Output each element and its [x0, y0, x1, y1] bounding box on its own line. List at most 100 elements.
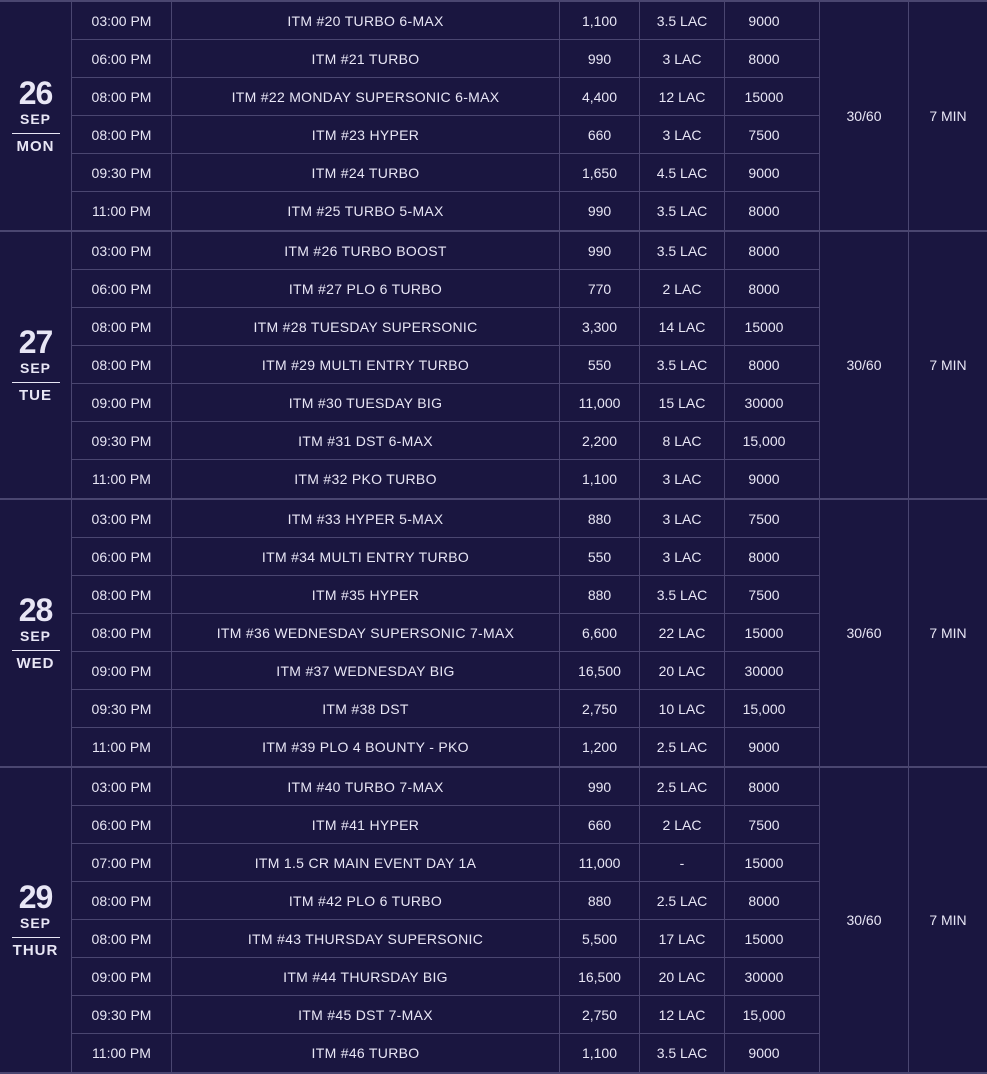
event-stack: 15000 [725, 78, 803, 115]
events-column: 03:00 PMITM #26 TURBO BOOST9903.5 LAC800… [72, 232, 819, 498]
event-stack: 8000 [725, 192, 803, 230]
event-time: 08:00 PM [72, 308, 172, 345]
event-name: ITM #29 MULTI ENTRY TURBO [172, 346, 560, 383]
event-name: ITM #44 THURSDAY BIG [172, 958, 560, 995]
day-block: 26SEPMON03:00 PMITM #20 TURBO 6-MAX1,100… [0, 0, 987, 232]
event-stack: 8000 [725, 232, 803, 269]
event-stack: 8000 [725, 346, 803, 383]
event-name: ITM #20 TURBO 6-MAX [172, 2, 560, 39]
event-row: 08:00 PMITM #42 PLO 6 TURBO8802.5 LAC800… [72, 882, 819, 920]
event-stack: 15000 [725, 920, 803, 957]
event-gtd: 12 LAC [640, 996, 725, 1033]
event-name: ITM #35 HYPER [172, 576, 560, 613]
event-row: 08:00 PMITM #23 HYPER6603 LAC7500 [72, 116, 819, 154]
event-name: ITM #33 HYPER 5-MAX [172, 500, 560, 537]
event-time: 06:00 PM [72, 538, 172, 575]
event-stack: 9000 [725, 728, 803, 766]
event-gtd: - [640, 844, 725, 881]
event-buyin: 880 [560, 882, 640, 919]
date-divider [12, 650, 60, 651]
event-row: 08:00 PMITM #36 WEDNESDAY SUPERSONIC 7-M… [72, 614, 819, 652]
event-time: 09:30 PM [72, 422, 172, 459]
event-stack: 8000 [725, 40, 803, 77]
event-time: 03:00 PM [72, 232, 172, 269]
event-buyin: 3,300 [560, 308, 640, 345]
date-month: SEP [20, 360, 51, 376]
event-stack: 30000 [725, 958, 803, 995]
date-number: 29 [19, 881, 53, 913]
event-row: 06:00 PMITM #34 MULTI ENTRY TURBO5503 LA… [72, 538, 819, 576]
event-stack: 15000 [725, 844, 803, 881]
interval-column: 7 MIN [909, 500, 987, 766]
event-row: 09:00 PMITM #44 THURSDAY BIG16,50020 LAC… [72, 958, 819, 996]
event-gtd: 2.5 LAC [640, 882, 725, 919]
event-time: 08:00 PM [72, 78, 172, 115]
event-gtd: 3.5 LAC [640, 576, 725, 613]
event-name: ITM #24 TURBO [172, 154, 560, 191]
event-name: ITM #39 PLO 4 BOUNTY - PKO [172, 728, 560, 766]
event-time: 08:00 PM [72, 920, 172, 957]
event-name: ITM #30 TUESDAY BIG [172, 384, 560, 421]
day-block: 28SEPWED03:00 PMITM #33 HYPER 5-MAX8803 … [0, 500, 987, 768]
event-name: ITM #45 DST 7-MAX [172, 996, 560, 1033]
event-stack: 7500 [725, 116, 803, 153]
event-buyin: 1,650 [560, 154, 640, 191]
event-stack: 15,000 [725, 422, 803, 459]
event-time: 11:00 PM [72, 728, 172, 766]
event-time: 09:30 PM [72, 154, 172, 191]
event-stack: 15000 [725, 614, 803, 651]
event-buyin: 990 [560, 40, 640, 77]
event-name: ITM 1.5 CR MAIN EVENT DAY 1A [172, 844, 560, 881]
day-block: 29SEPTHUR03:00 PMITM #40 TURBO 7-MAX9902… [0, 768, 987, 1074]
event-name: ITM #38 DST [172, 690, 560, 727]
event-row: 08:00 PMITM #35 HYPER8803.5 LAC7500 [72, 576, 819, 614]
event-buyin: 2,200 [560, 422, 640, 459]
event-buyin: 16,500 [560, 958, 640, 995]
event-time: 11:00 PM [72, 460, 172, 498]
interval-column: 7 MIN [909, 232, 987, 498]
event-stack: 7500 [725, 806, 803, 843]
event-stack: 30000 [725, 652, 803, 689]
event-name: ITM #34 MULTI ENTRY TURBO [172, 538, 560, 575]
event-buyin: 5,500 [560, 920, 640, 957]
event-name: ITM #36 WEDNESDAY SUPERSONIC 7-MAX [172, 614, 560, 651]
event-stack: 9000 [725, 2, 803, 39]
event-gtd: 22 LAC [640, 614, 725, 651]
date-weekday: MON [17, 138, 55, 155]
date-weekday: WED [17, 655, 55, 672]
event-buyin: 11,000 [560, 384, 640, 421]
event-gtd: 20 LAC [640, 958, 725, 995]
event-name: ITM #25 TURBO 5-MAX [172, 192, 560, 230]
event-stack: 8000 [725, 270, 803, 307]
event-row: 09:30 PMITM #31 DST 6-MAX2,2008 LAC15,00… [72, 422, 819, 460]
event-gtd: 3 LAC [640, 116, 725, 153]
event-stack: 15,000 [725, 690, 803, 727]
date-number: 28 [19, 594, 53, 626]
date-column: 26SEPMON [0, 2, 72, 230]
event-buyin: 660 [560, 806, 640, 843]
levels-column: 30/60 [819, 232, 909, 498]
event-gtd: 20 LAC [640, 652, 725, 689]
event-time: 08:00 PM [72, 576, 172, 613]
event-buyin: 1,100 [560, 1034, 640, 1072]
event-buyin: 990 [560, 192, 640, 230]
event-row: 08:00 PMITM #43 THURSDAY SUPERSONIC5,500… [72, 920, 819, 958]
event-time: 03:00 PM [72, 500, 172, 537]
event-gtd: 15 LAC [640, 384, 725, 421]
date-weekday: TUE [19, 387, 52, 404]
event-time: 08:00 PM [72, 614, 172, 651]
event-buyin: 880 [560, 500, 640, 537]
event-time: 03:00 PM [72, 2, 172, 39]
event-gtd: 2 LAC [640, 270, 725, 307]
events-column: 03:00 PMITM #40 TURBO 7-MAX9902.5 LAC800… [72, 768, 819, 1072]
day-block: 27SEPTUE03:00 PMITM #26 TURBO BOOST9903.… [0, 232, 987, 500]
date-column: 27SEPTUE [0, 232, 72, 498]
event-row: 03:00 PMITM #20 TURBO 6-MAX1,1003.5 LAC9… [72, 2, 819, 40]
event-time: 09:00 PM [72, 384, 172, 421]
event-buyin: 990 [560, 768, 640, 805]
date-divider [12, 937, 60, 938]
levels-column: 30/60 [819, 768, 909, 1072]
event-stack: 9000 [725, 1034, 803, 1072]
event-gtd: 14 LAC [640, 308, 725, 345]
event-name: ITM #22 MONDAY SUPERSONIC 6-MAX [172, 78, 560, 115]
